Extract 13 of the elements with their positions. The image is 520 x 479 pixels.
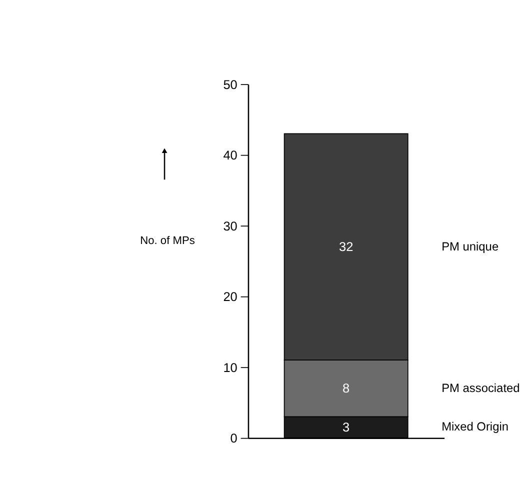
y-tick-label: 30 [223,218,238,234]
y-tick-label: 0 [230,430,238,446]
y-tick-label: 40 [223,148,238,163]
y-tick-label: 50 [223,76,238,92]
data-label: 32 [338,239,354,254]
text: Mixed Origin [442,420,508,434]
data-label: 8 [342,380,350,396]
y-axis-title: No. of MPs [140,234,196,247]
text: PM associated [442,380,520,395]
y-tick-label: 20 [223,289,238,304]
y-tick-label: 10 [223,360,238,375]
data-label: 3 [342,420,350,435]
text: PM unique [442,239,499,254]
